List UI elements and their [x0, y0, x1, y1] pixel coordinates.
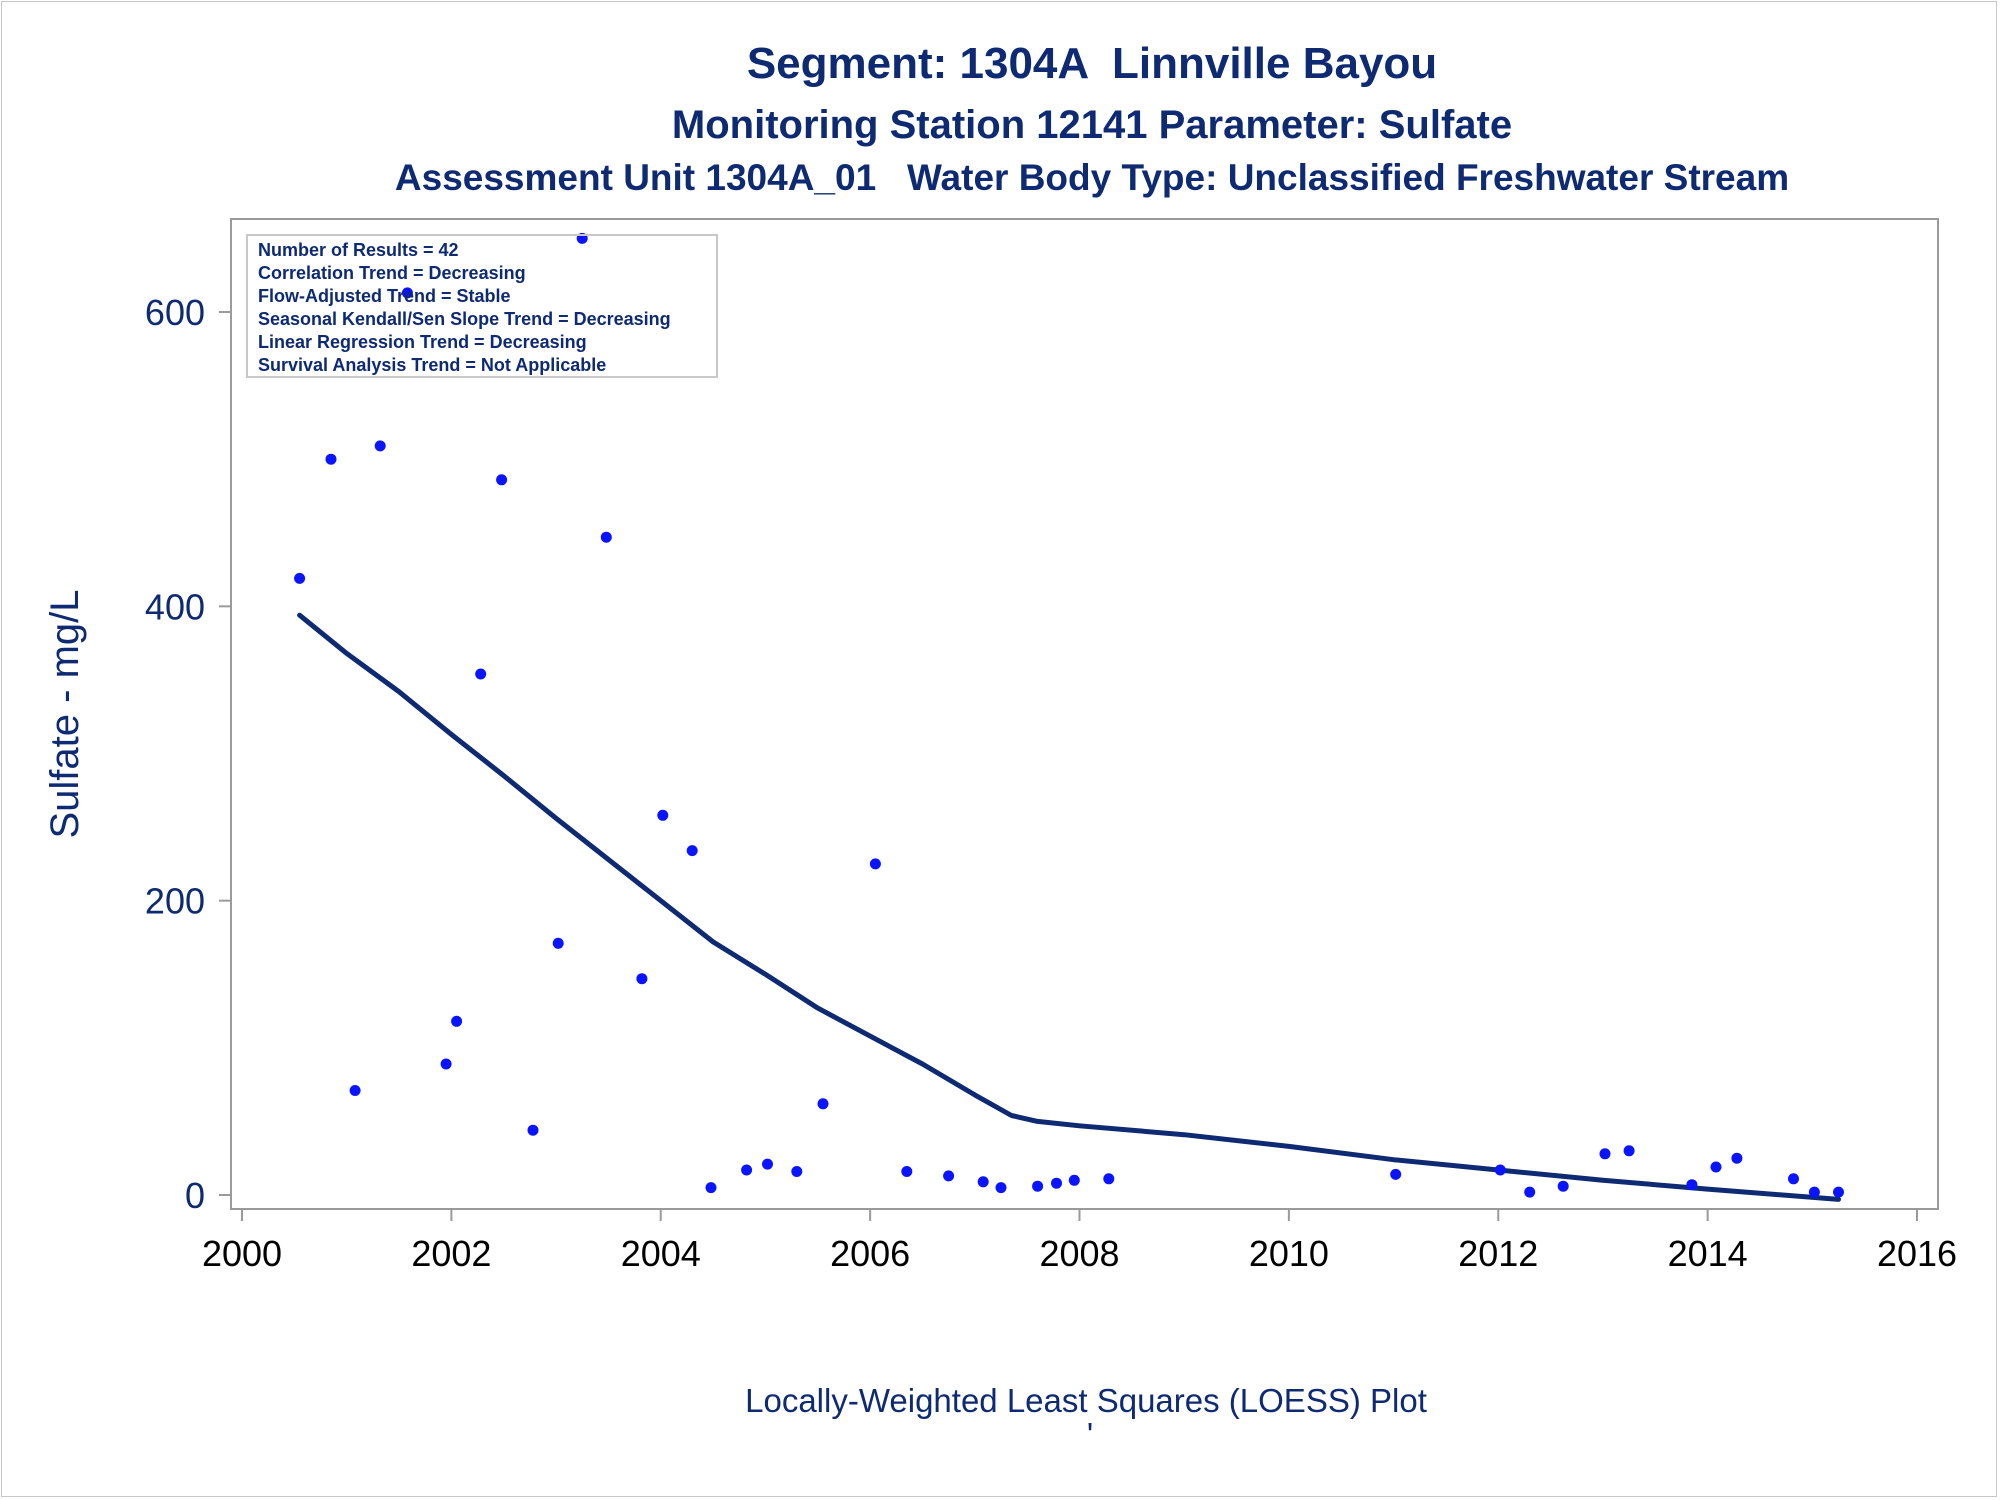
- data-point: [1710, 1161, 1722, 1173]
- x-axis: 2000 2002 2004 2006 2008 2010 2012 2014 2016: [202, 1209, 1957, 1274]
- chart-footnote-mark: ': [1087, 1416, 1093, 1453]
- data-point: [401, 287, 413, 299]
- data-point: [1068, 1174, 1080, 1186]
- data-point: [294, 572, 306, 584]
- data-point: [1051, 1177, 1062, 1189]
- loess-curve: [297, 612, 1841, 1202]
- x-tick-label: 2002: [411, 1233, 491, 1274]
- data-point: [1623, 1145, 1635, 1157]
- data-point: [552, 937, 564, 949]
- data-point: [1494, 1164, 1506, 1176]
- data-point: [705, 1182, 717, 1194]
- stats-inset-line: Correlation Trend = Decreasing: [258, 263, 526, 283]
- chart-title: Segment: 1304A Linnville Bayou: [747, 39, 1437, 88]
- data-point: [869, 858, 881, 870]
- stats-inset-line: Flow-Adjusted Trend = Stable: [258, 286, 511, 306]
- chart-subtitle-2: Assessment Unit 1304A_01 Water Body Type…: [395, 157, 1789, 198]
- data-point: [600, 531, 612, 543]
- x-tick-label: 2008: [1039, 1233, 1119, 1274]
- data-point: [741, 1164, 753, 1176]
- data-point: [1524, 1186, 1536, 1198]
- data-point: [943, 1170, 955, 1182]
- y-tick-label: 400: [145, 586, 205, 627]
- x-tick-label: 2004: [621, 1233, 701, 1274]
- stats-inset-box: [246, 234, 718, 378]
- y-axis: 0 200 400 600: [145, 292, 231, 1216]
- data-point: [440, 1058, 452, 1070]
- stats-inset: Number of Results = 42 Correlation Trend…: [246, 234, 718, 378]
- y-tick-label: 0: [185, 1175, 205, 1216]
- stats-inset-line: Seasonal Kendall/Sen Slope Trend = Decre…: [258, 309, 671, 329]
- x-tick-label: 2010: [1249, 1233, 1329, 1274]
- x-tick-label: 2012: [1458, 1233, 1538, 1274]
- data-point: [901, 1166, 913, 1177]
- data-point: [1390, 1168, 1402, 1180]
- chart-subtitle: Monitoring Station 12141 Parameter: Sulf…: [672, 103, 1512, 147]
- stats-inset-line: Linear Regression Trend = Decreasing: [258, 332, 587, 352]
- data-point: [1686, 1179, 1698, 1191]
- data-point: [1599, 1148, 1611, 1160]
- data-point: [977, 1176, 989, 1188]
- stats-inset-line: Number of Results = 42: [258, 240, 459, 260]
- x-tick-label: 2014: [1668, 1233, 1748, 1274]
- data-point: [374, 440, 386, 452]
- data-point: [349, 1085, 361, 1096]
- data-point: [762, 1158, 773, 1170]
- x-tick-label: 2006: [830, 1233, 910, 1274]
- chart-footnote: Locally-Weighted Least Squares (LOESS) P…: [745, 1382, 1427, 1419]
- x-tick-label: 2016: [1877, 1233, 1957, 1274]
- data-point: [817, 1098, 829, 1110]
- y-tick-label: 600: [145, 292, 205, 333]
- data-point: [527, 1124, 539, 1136]
- data-point: [496, 474, 508, 486]
- plot-area: [230, 218, 1939, 1210]
- data-point: [636, 973, 648, 985]
- y-axis-label: Sulfate - mg/L: [43, 589, 87, 838]
- data-point: [791, 1166, 803, 1177]
- data-point: [1103, 1173, 1115, 1185]
- data-point: [1557, 1180, 1569, 1192]
- stats-inset-line: Survival Analysis Trend = Not Applicable: [258, 355, 606, 375]
- data-point: [686, 845, 698, 857]
- data-point: [325, 453, 337, 465]
- data-point: [1731, 1152, 1743, 1164]
- data-point: [657, 809, 669, 821]
- data-point: [1788, 1173, 1799, 1185]
- data-point: [1808, 1186, 1820, 1198]
- y-tick-label: 200: [145, 881, 205, 922]
- data-series: [294, 232, 1844, 1202]
- data-point: [995, 1182, 1007, 1194]
- data-point: [1032, 1180, 1044, 1192]
- data-point: [451, 1015, 463, 1027]
- x-tick-label: 2000: [202, 1233, 282, 1274]
- data-point: [1833, 1186, 1844, 1198]
- data-point: [475, 668, 487, 680]
